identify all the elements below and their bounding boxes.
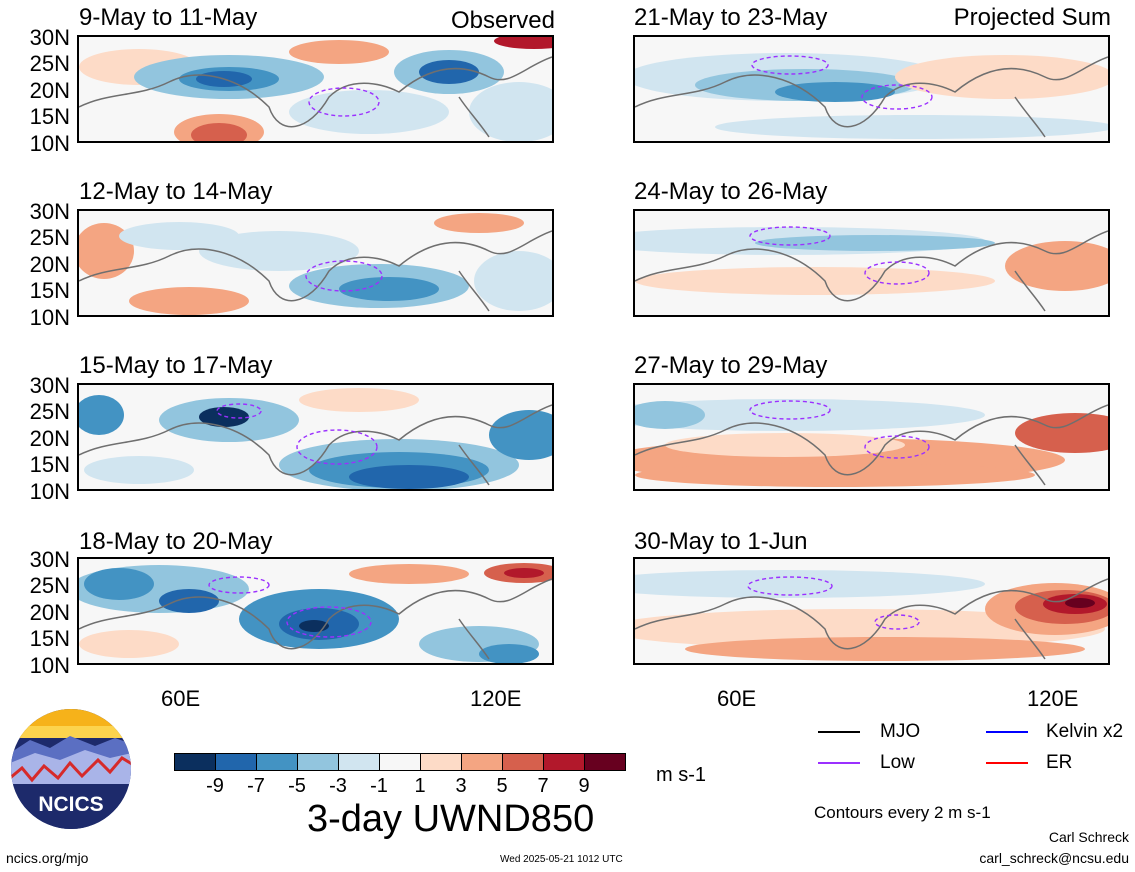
lat-label: 30N xyxy=(29,547,70,572)
lat-label: 30N xyxy=(29,199,70,224)
panel-title: 9-May to 11-May xyxy=(79,4,258,31)
map-panel xyxy=(633,35,1110,143)
lat-label: 15N xyxy=(29,626,70,651)
lat-label: 10N xyxy=(29,653,70,678)
lat-label: 10N xyxy=(29,479,70,504)
map-panel xyxy=(633,383,1110,491)
colorbar-label: 7 xyxy=(537,775,549,797)
lon-label: 120E xyxy=(1027,686,1079,711)
lat-label: 15N xyxy=(29,452,70,477)
colorbar-labels: -9 -7 -5 -3 -1 1 3 5 7 9 xyxy=(174,776,626,798)
panel-title: 18-May to 20-May xyxy=(79,528,273,555)
map-panel xyxy=(633,209,1110,317)
lat-label: 25N xyxy=(29,225,70,250)
colorbar-swatch xyxy=(215,754,256,770)
lat-label: 20N xyxy=(29,252,70,277)
lat-label: 30N xyxy=(29,373,70,398)
legend-label: MJO xyxy=(880,721,921,742)
timestamp: Wed 2025-05-21 1012 UTC xyxy=(500,854,623,865)
lon-label: 120E xyxy=(470,686,522,711)
logo-text: NCICS xyxy=(38,793,103,816)
map-panel xyxy=(77,35,554,143)
lat-label: 25N xyxy=(29,51,70,76)
colorbar-swatch xyxy=(502,754,543,770)
lon-label: 60E xyxy=(161,686,201,711)
panel-title: 24-May to 26-May xyxy=(634,178,828,205)
lat-label: 25N xyxy=(29,573,70,598)
projected-label: Projected Sum xyxy=(953,4,1111,31)
colorbar-label: 5 xyxy=(496,775,508,797)
colorbar-swatch xyxy=(256,754,297,770)
colorbar-swatch xyxy=(543,754,584,770)
lat-label: 20N xyxy=(29,426,70,451)
colorbar-swatch xyxy=(420,754,461,770)
lon-label: 60E xyxy=(717,686,757,711)
colorbar-swatch xyxy=(338,754,379,770)
map-panel xyxy=(77,557,554,665)
lat-label: 25N xyxy=(29,399,70,424)
er-line-swatch xyxy=(986,762,1028,764)
legend-label: Low xyxy=(880,752,915,773)
author: Carl Schreck xyxy=(1048,829,1129,845)
panel-title: 15-May to 17-May xyxy=(79,352,273,379)
lat-label: 15N xyxy=(29,104,70,129)
chart-title: 3-day UWND850 xyxy=(307,798,595,840)
footer-url[interactable]: ncics.org/mjo xyxy=(6,850,89,866)
panel-title: 30-May to 1-Jun xyxy=(634,528,808,555)
colorbar-label: -1 xyxy=(370,775,388,797)
kelvin-line-swatch xyxy=(986,731,1028,733)
lat-label: 15N xyxy=(29,278,70,303)
panel-title: 12-May to 14-May xyxy=(79,178,273,205)
legend-label: Kelvin x2 xyxy=(1046,721,1124,742)
colorbar-label: -7 xyxy=(247,775,265,797)
colorbar-label: 3 xyxy=(455,775,467,797)
map-panel xyxy=(77,383,554,491)
legend-label: ER xyxy=(1046,752,1073,773)
map-panel xyxy=(633,557,1110,665)
map-panel xyxy=(77,209,554,317)
panel-title: 21-May to 23-May xyxy=(634,4,828,31)
colorbar-swatch xyxy=(297,754,338,770)
colorbar xyxy=(174,753,626,771)
low-line-swatch xyxy=(818,762,860,764)
colorbar-swatch xyxy=(379,754,420,770)
colorbar-swatch xyxy=(461,754,502,770)
lat-label: 20N xyxy=(29,600,70,625)
lat-label: 30N xyxy=(29,25,70,50)
author-email[interactable]: carl_schreck@ncsu.edu xyxy=(979,850,1129,866)
colorbar-label: -3 xyxy=(329,775,347,797)
observed-label: Observed xyxy=(450,7,555,34)
colorbar-label: 9 xyxy=(578,775,590,797)
colorbar-label: -9 xyxy=(206,775,224,797)
colorbar-units: m s-1 xyxy=(656,764,706,786)
colorbar-swatch xyxy=(584,754,625,770)
lat-label: 10N xyxy=(29,131,70,156)
colorbar-label: 1 xyxy=(414,775,426,797)
contour-note: Contours every 2 m s-1 xyxy=(814,803,991,822)
lat-label: 10N xyxy=(29,305,70,330)
mjo-line-swatch xyxy=(818,731,860,733)
colorbar-swatch xyxy=(175,754,215,770)
ncics-logo: NCICS xyxy=(10,708,132,830)
panel-title: 27-May to 29-May xyxy=(634,352,828,379)
lat-label: 20N xyxy=(29,78,70,103)
colorbar-label: -5 xyxy=(288,775,306,797)
